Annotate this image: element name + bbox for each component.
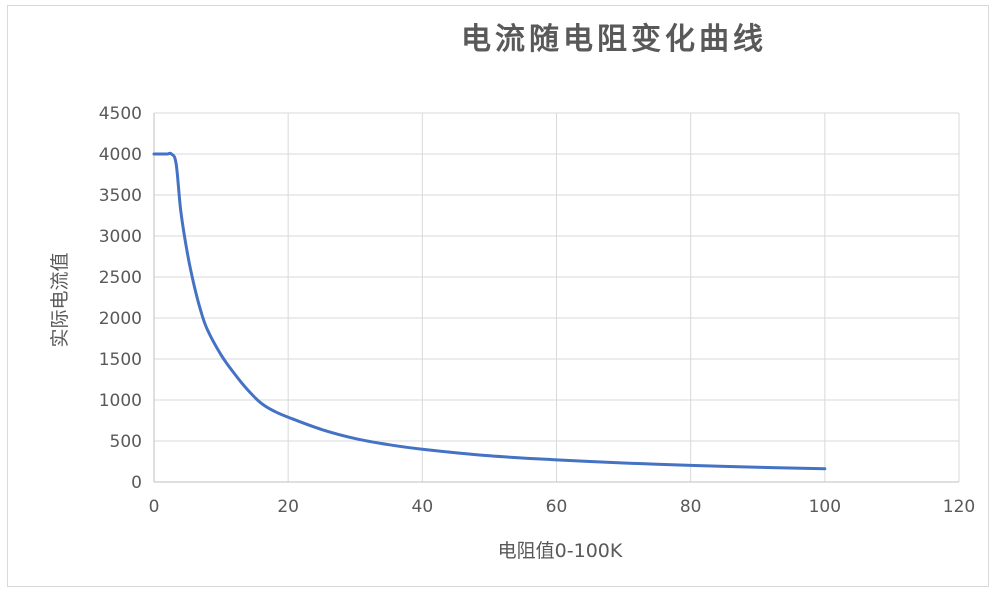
gridlines xyxy=(154,112,960,482)
y-tick-label: 500 xyxy=(110,432,142,452)
x-tick-label: 120 xyxy=(943,497,975,517)
y-tick-label: 1500 xyxy=(99,350,142,370)
y-axis-label: 实际电流值 xyxy=(49,252,71,347)
series-layer xyxy=(152,151,827,471)
y-tick-label: 0 xyxy=(131,473,142,493)
axes xyxy=(153,113,959,483)
y-axis-ticks: 0 500 1000 1500 2000 2500 3000 3500 4000 4500 xyxy=(99,104,142,493)
x-axis-label: 电阻值0-100K xyxy=(498,540,623,562)
y-tick-label: 3500 xyxy=(99,186,142,206)
series-line-0 xyxy=(152,151,827,471)
x-axis-ticks: 0 20 40 60 80 100 120 xyxy=(149,497,976,517)
x-tick-label: 60 xyxy=(546,497,568,517)
y-tick-label: 4500 xyxy=(99,104,142,124)
x-tick-label: 40 xyxy=(412,497,434,517)
chart-title: 电流随电阻变化曲线 xyxy=(461,22,767,57)
y-tick-label: 2000 xyxy=(99,309,142,329)
y-tick-label: 4000 xyxy=(99,145,142,165)
x-tick-label: 20 xyxy=(277,497,299,517)
x-tick-label: 80 xyxy=(680,497,702,517)
x-tick-label: 0 xyxy=(149,497,160,517)
y-tick-label: 3000 xyxy=(99,227,142,247)
y-tick-label: 1000 xyxy=(99,391,142,411)
y-tick-label: 2500 xyxy=(99,268,142,288)
x-tick-label: 100 xyxy=(809,497,841,517)
